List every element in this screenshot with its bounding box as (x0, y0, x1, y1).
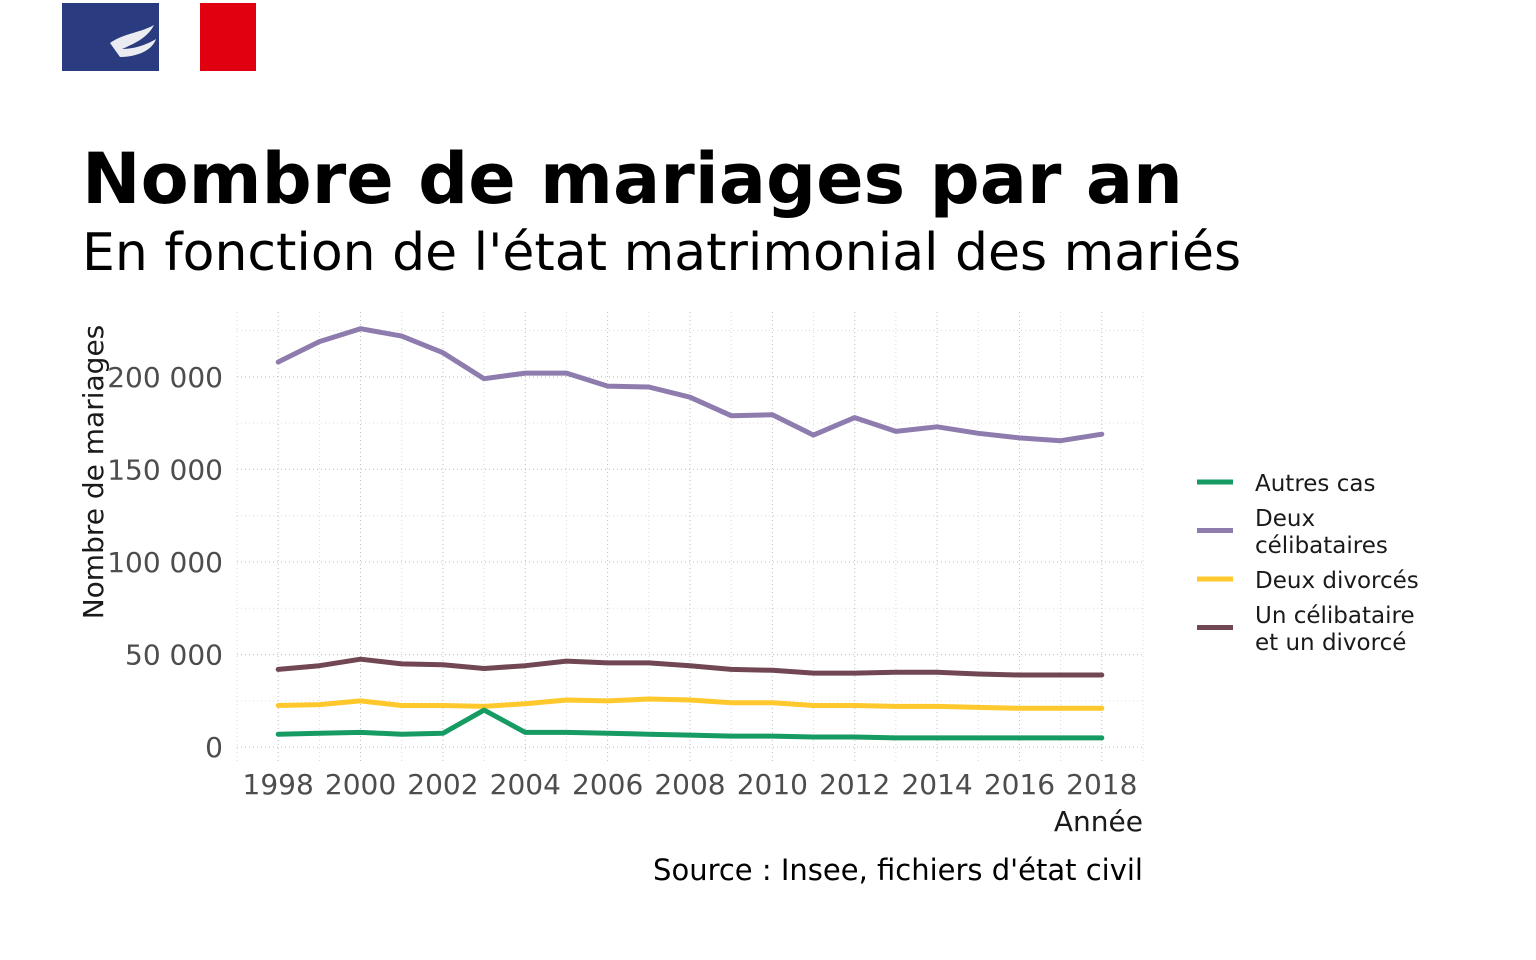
series-line (275, 656, 1105, 678)
chart-subtitle: En fonction de l'état matrimonial des ma… (82, 223, 1241, 283)
y-tick-label: 50 000 (125, 639, 223, 672)
series-line (275, 707, 1105, 741)
chart-series-lines (275, 326, 1105, 741)
x-tick-label: 2008 (654, 768, 725, 801)
x-tick-label: 1998 (243, 768, 314, 801)
marianne-hair (110, 25, 156, 57)
y-tick-label: 200 000 (107, 361, 223, 394)
x-tick-label: 2012 (819, 768, 890, 801)
marianne-profile (159, 3, 191, 71)
chart-grid (236, 312, 1144, 762)
x-tick-label: 2004 (490, 768, 561, 801)
legend-label: Autres cas (1255, 471, 1375, 497)
series-line (275, 696, 1105, 711)
republique-francaise-logo (62, 3, 256, 71)
x-axis-tick-labels: 1998 2000 2002 2004 2006 2008 2010 2012 2014 2016… (243, 768, 1138, 801)
x-tick-label: 2018 (1066, 768, 1137, 801)
legend-label: Un célibataire et un divorcé (1255, 603, 1415, 656)
flag-red-band (200, 3, 256, 71)
x-tick-label: 2006 (572, 768, 643, 801)
y-tick-label: 100 000 (107, 546, 223, 579)
legend-label: Deux divorcés (1255, 568, 1419, 594)
y-tick-label: 0 (205, 731, 223, 764)
legend-label: Deux célibataires (1255, 506, 1388, 559)
x-tick-label: 2002 (407, 768, 478, 801)
x-tick-label: 2010 (737, 768, 808, 801)
chart-legend: Autres cas Deux célibataires Deux divorcés U… (1197, 471, 1419, 656)
series-line (275, 326, 1105, 444)
y-axis-tick-labels: 0 50 000 100 000 150 000 200 000 (107, 361, 223, 764)
y-tick-label: 150 000 (107, 453, 223, 486)
chart-caption: Source : Insee, fichiers d'état civil (653, 853, 1143, 887)
chart-title: Nombre de mariages par an (82, 138, 1183, 220)
x-tick-label: 2000 (325, 768, 396, 801)
x-axis-title: Année (1054, 805, 1143, 838)
x-tick-label: 2016 (984, 768, 1055, 801)
y-axis-title: Nombre de mariages (77, 325, 110, 620)
x-tick-label: 2014 (901, 768, 972, 801)
